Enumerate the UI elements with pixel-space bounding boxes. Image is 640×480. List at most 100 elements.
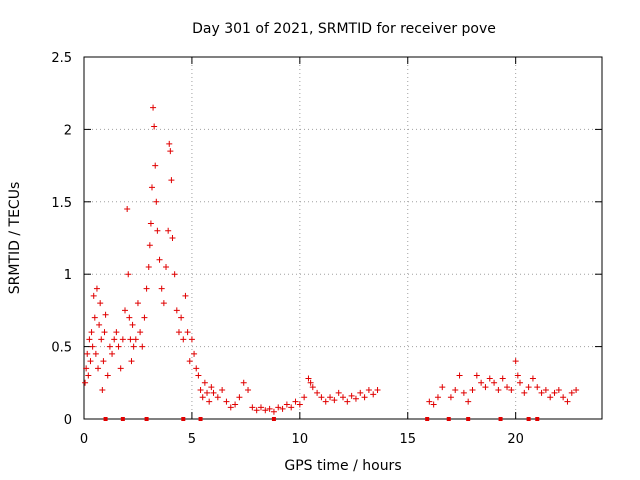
y-tick-label: 0.5 [51,341,72,356]
data-point [529,375,536,382]
data-point [89,343,96,350]
data-point [262,407,269,414]
data-point [516,379,523,386]
data-point [97,300,104,307]
data-point [573,387,580,394]
data-point [206,398,213,405]
data-points [82,104,580,415]
data-point [117,365,124,372]
data-point [92,350,99,357]
data-point [197,387,204,394]
data-point [188,336,195,343]
data-point [127,336,134,343]
axis-ticks [83,56,602,420]
data-point [156,256,163,263]
baseline-marker [466,417,471,421]
baseline-marker [535,417,540,421]
y-tick-label: 1 [64,268,72,283]
data-point [547,394,554,401]
data-point [296,401,303,408]
data-point [508,387,515,394]
data-point [166,140,173,147]
data-point [191,350,198,357]
chart-title: Day 301 of 2021, SRMTID for receiver pov… [192,21,496,37]
data-point [150,104,157,111]
data-point [83,365,90,372]
data-point [357,389,364,396]
data-point [223,398,230,405]
data-point [95,365,102,372]
data-point [175,329,182,336]
data-point [102,311,109,318]
data-point [266,405,273,412]
data-point [132,336,139,343]
data-point [119,336,126,343]
data-point [86,336,93,343]
data-point [137,329,144,336]
data-point [101,329,108,336]
data-point [167,148,174,155]
y-tick-label: 2.5 [51,51,72,66]
data-point [146,242,153,249]
x-tick-label: 15 [399,432,416,447]
data-point [91,314,98,321]
data-point [186,358,193,365]
data-point [460,389,467,396]
data-point [204,389,211,396]
data-point [98,336,105,343]
plot-frame [83,56,603,420]
data-point [100,358,107,365]
data-point [85,372,92,379]
data-point [307,379,314,386]
data-point [473,372,480,379]
x-tick-label: 0 [80,432,88,447]
y-tick-label: 0 [64,413,72,428]
data-point [331,397,338,404]
data-point [173,307,180,314]
data-point [270,408,277,415]
data-point [111,336,118,343]
data-point [352,395,359,402]
data-point [469,387,476,394]
data-point [257,404,264,411]
data-point [178,314,185,321]
baseline-marker [144,417,149,421]
data-point [525,384,532,391]
data-point [87,358,94,365]
data-point [158,285,165,292]
baseline-marker [103,417,108,421]
data-point [426,398,433,405]
baseline-marker [181,417,186,421]
data-point [499,375,506,382]
data-point [504,384,511,391]
data-point [486,375,493,382]
data-point [115,343,122,350]
data-point [236,394,243,401]
data-point [560,394,567,401]
data-point [551,389,558,396]
data-point [482,384,489,391]
data-point [301,394,308,401]
data-point [82,379,89,386]
data-point [491,379,498,386]
x-axis-label: GPS time / hours [284,458,401,474]
data-point [106,343,113,350]
data-point [145,263,152,270]
data-point [465,398,472,405]
data-point [195,372,202,379]
data-point [152,162,159,169]
baseline-marker [526,417,531,421]
data-point [184,329,191,336]
x-tick-labels: 0 5 10 15 20 [80,432,524,447]
data-point [322,398,329,405]
data-point [555,387,562,394]
data-point [288,404,295,411]
data-point [193,365,200,372]
data-point [309,384,316,391]
data-point [141,314,148,321]
data-point [99,387,106,394]
data-point [456,372,463,379]
data-point [275,404,282,411]
